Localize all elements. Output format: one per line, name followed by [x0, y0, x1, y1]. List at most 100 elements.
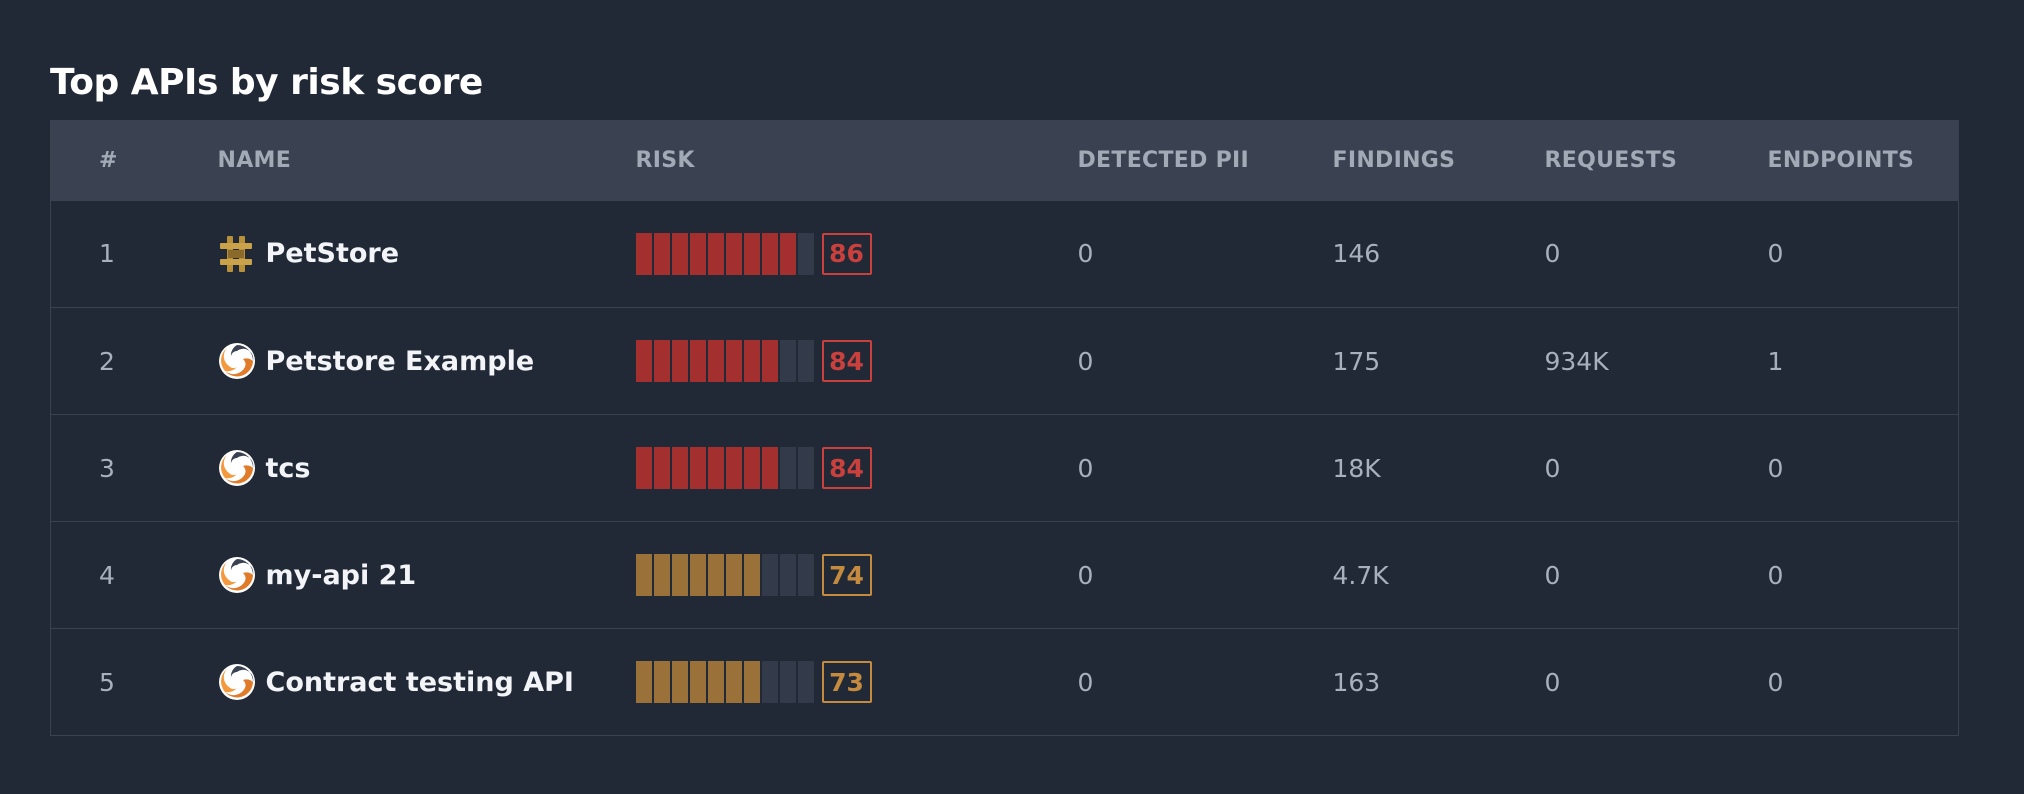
risk-score-badge: 84: [821, 340, 872, 382]
risk-bar-segment: [797, 661, 814, 703]
risk-bar-segment: [671, 661, 688, 703]
findings-value: 146: [1332, 239, 1381, 269]
risk-bar: [635, 340, 814, 382]
risk-bar-segment: [707, 554, 724, 596]
row-risk-cell: 86: [635, 201, 1078, 308]
requests-value: 0: [1544, 560, 1561, 590]
table-header-row: # NAME RISK DETECTED PII FINDINGS REQUES…: [50, 120, 1959, 201]
risk-bar-segment: [725, 340, 742, 382]
risk-bar-segment: [653, 232, 670, 275]
risk-bar-segment: [653, 447, 670, 489]
risk-bar-segment: [797, 447, 814, 489]
risk-bar-segment: [689, 340, 706, 382]
risk-bar-segment: [671, 340, 688, 382]
row-name-cell[interactable]: Petstore Example: [218, 308, 636, 415]
requests-value: 0: [1544, 453, 1561, 483]
risk-bar-segment: [707, 232, 724, 275]
risk-bar: [635, 232, 814, 275]
risk-bar-segment: [761, 661, 778, 703]
risk-bar-segment: [635, 447, 652, 489]
risk-bar: [635, 661, 814, 703]
swirl-icon: [218, 342, 255, 380]
header-requests[interactable]: REQUESTS: [1544, 148, 1678, 174]
risk-table: # NAME RISK DETECTED PII FINDINGS REQUES…: [50, 120, 1959, 736]
table-row[interactable]: 1 PetStore 86 0 146 0 0: [51, 201, 1959, 308]
row-number: 1: [99, 239, 115, 269]
requests-value: 934K: [1544, 346, 1609, 376]
risk-bar-segment: [689, 661, 706, 703]
detected-pii-value: 0: [1077, 560, 1094, 590]
findings-value: 163: [1332, 667, 1381, 697]
endpoints-value: 0: [1767, 667, 1784, 697]
header-endpoints[interactable]: ENDPOINTS: [1767, 148, 1915, 174]
row-name-cell[interactable]: tcs: [218, 415, 636, 522]
risk-bar-segment: [689, 554, 706, 596]
table-row[interactable]: 2 Petstore Example 84 0 175 934K 1: [50, 307, 1959, 415]
risk-bar-segment: [779, 554, 796, 596]
detected-pii-value: 0: [1077, 239, 1094, 269]
risk-bar-segment: [797, 554, 814, 596]
api-name[interactable]: my-api 21: [265, 559, 417, 591]
endpoints-value: 0: [1767, 239, 1784, 269]
detected-pii-value: 0: [1077, 453, 1094, 483]
risk-bar-segment: [689, 447, 706, 489]
header-findings[interactable]: FINDINGS: [1332, 148, 1456, 174]
row-risk-cell: 84: [635, 415, 1078, 522]
top-apis-panel: Top APIs by risk score # NAME RISK DETEC…: [50, 0, 1959, 736]
risk-bar-segment: [725, 554, 742, 596]
row-name-cell[interactable]: PetStore: [218, 201, 636, 308]
swirl-icon: [218, 449, 255, 487]
risk-score-badge: 74: [821, 554, 872, 596]
api-name[interactable]: Petstore Example: [265, 345, 535, 377]
header-risk[interactable]: RISK: [635, 148, 695, 174]
risk-bar-segment: [743, 447, 760, 489]
risk-bar-segment: [707, 447, 724, 489]
risk-bar-segment: [797, 232, 814, 275]
swirl-icon: [218, 556, 255, 594]
risk-bar-segment: [725, 447, 742, 489]
risk-bar-segment: [707, 661, 724, 703]
panel-title: Top APIs by risk score: [50, 62, 483, 103]
row-name-cell[interactable]: my-api 21: [218, 522, 636, 629]
table-row[interactable]: 3 tcs 84 0 18K 0 0: [50, 414, 1959, 522]
risk-bar-segment: [725, 661, 742, 703]
risk-bar-segment: [743, 232, 760, 275]
risk-bar-segment: [797, 340, 814, 382]
table-row[interactable]: 5 Contract testing API 73 0 163 0 0: [50, 628, 1959, 736]
risk-bar-segment: [671, 554, 688, 596]
risk-bar-segment: [779, 232, 796, 275]
header-detected-pii[interactable]: DETECTED PII: [1077, 148, 1250, 174]
api-name[interactable]: PetStore: [265, 238, 400, 270]
risk-score-badge: 73: [821, 661, 872, 703]
row-number: 2: [99, 346, 115, 376]
swirl-icon: [218, 663, 255, 701]
risk-bar-segment: [671, 447, 688, 489]
header-num[interactable]: #: [99, 148, 118, 174]
detected-pii-value: 0: [1077, 346, 1094, 376]
risk-bar: [635, 447, 814, 489]
risk-bar-segment: [635, 554, 652, 596]
header-name[interactable]: NAME: [217, 148, 292, 174]
findings-value: 175: [1332, 346, 1381, 376]
risk-bar-segment: [761, 554, 778, 596]
risk-bar-segment: [761, 447, 778, 489]
requests-value: 0: [1544, 239, 1561, 269]
risk-bar-segment: [743, 661, 760, 703]
row-number: 5: [99, 667, 115, 697]
requests-value: 0: [1544, 667, 1561, 697]
table-row[interactable]: 4 my-api 21 74 0 4.7K 0 0: [50, 521, 1959, 629]
risk-bar-segment: [743, 554, 760, 596]
api-name[interactable]: tcs: [265, 452, 311, 484]
risk-score-badge: 86: [821, 232, 872, 275]
risk-bar-segment: [653, 340, 670, 382]
findings-value: 4.7K: [1332, 560, 1389, 590]
risk-bar: [635, 554, 814, 596]
risk-bar-segment: [689, 232, 706, 275]
row-number: 3: [99, 453, 115, 483]
risk-bar-segment: [779, 447, 796, 489]
row-name-cell[interactable]: Contract testing API: [218, 629, 636, 736]
api-name[interactable]: Contract testing API: [265, 666, 574, 698]
risk-bar-segment: [707, 340, 724, 382]
risk-bar-segment: [725, 232, 742, 275]
risk-bar-segment: [743, 340, 760, 382]
